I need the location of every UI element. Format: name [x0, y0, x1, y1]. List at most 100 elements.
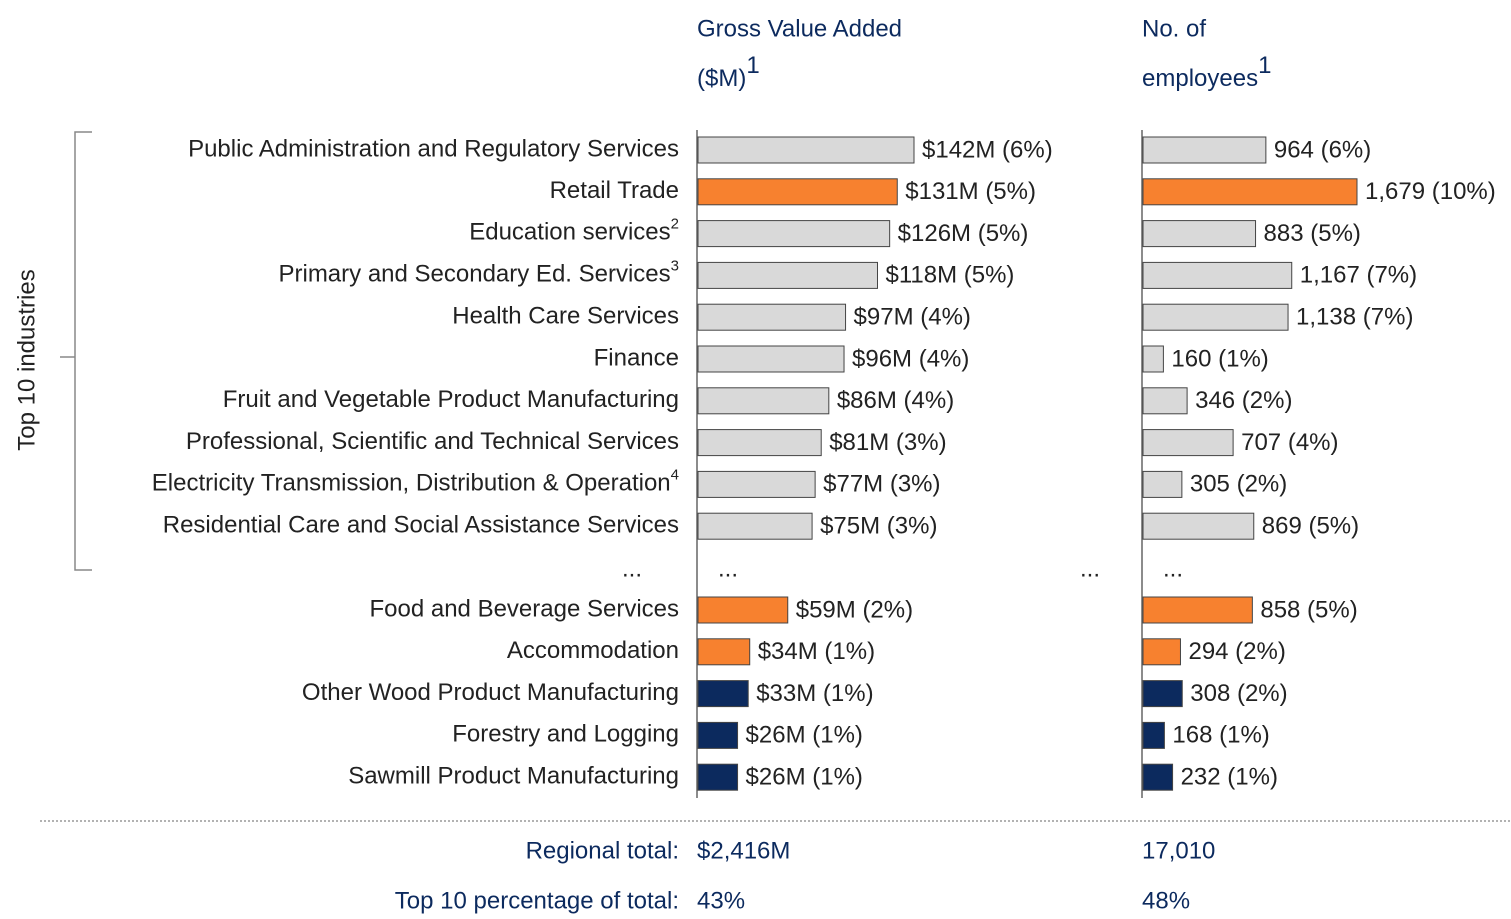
bar: [1142, 261, 1293, 289]
superscript: 1: [746, 52, 759, 79]
bar: [1142, 429, 1234, 457]
panel-title: employees1: [1142, 52, 1271, 93]
superscript: 3: [671, 258, 679, 275]
bar: [697, 512, 813, 540]
bar: [697, 721, 739, 749]
value-label: 883 (5%): [1264, 220, 1361, 247]
category-label: Other Wood Product Manufacturing: [302, 679, 679, 706]
bar: [697, 763, 739, 791]
bar: [697, 345, 845, 373]
value-label: $97M (4%): [854, 304, 971, 331]
value-label: $86M (4%): [837, 387, 954, 414]
summary-value: 17,010: [1142, 837, 1215, 864]
bar: [697, 596, 789, 624]
value-label: $142M (6%): [922, 136, 1053, 163]
value-label: 964 (6%): [1274, 136, 1371, 163]
bar: [697, 303, 847, 331]
category-text: Primary and Secondary Ed. Services: [278, 261, 670, 288]
category-label: Food and Beverage Services: [369, 595, 679, 622]
bar: [697, 136, 915, 164]
value-label: 869 (5%): [1262, 513, 1359, 540]
value-label: 858 (5%): [1260, 596, 1357, 623]
bar: [697, 261, 878, 289]
value-label: $96M (4%): [852, 345, 969, 372]
value-label: $33M (1%): [756, 680, 873, 707]
bar: [1142, 512, 1255, 540]
bar: [697, 429, 822, 457]
summary-value: $2,416M: [697, 837, 790, 864]
summary-value: 43%: [697, 887, 745, 914]
value-label: 305 (2%): [1190, 471, 1287, 498]
ellipsis: ...: [1163, 555, 1183, 582]
panel-title: Gross Value Added: [697, 15, 902, 42]
value-label: 1,138 (7%): [1296, 304, 1413, 331]
category-label: Forestry and Logging: [452, 721, 679, 748]
bracket: [60, 131, 92, 571]
bar: [1142, 596, 1253, 624]
category-label: Retail Trade: [550, 177, 679, 204]
bar: [1142, 178, 1358, 206]
value-label: $34M (1%): [758, 638, 875, 665]
bar: [1142, 303, 1289, 331]
value-label: $26M (1%): [746, 722, 863, 749]
summary-value: 48%: [1142, 887, 1190, 914]
value-label: $26M (1%): [746, 764, 863, 791]
ellipsis: ...: [622, 555, 642, 582]
value-label: $77M (3%): [823, 471, 940, 498]
bar: [697, 680, 749, 708]
panel-title: No. of: [1142, 15, 1206, 42]
value-label: 1,679 (10%): [1365, 178, 1496, 205]
category-label: Professional, Scientific and Technical S…: [186, 428, 679, 455]
category-label: Fruit and Vegetable Product Manufacturin…: [223, 386, 679, 413]
value-label: 232 (1%): [1181, 764, 1278, 791]
value-label: 168 (1%): [1172, 722, 1269, 749]
bar: [1142, 470, 1183, 498]
panel-title: ($M)1: [697, 52, 760, 93]
bar: [1142, 763, 1174, 791]
category-label: Education services2: [469, 216, 679, 246]
bar: [1142, 220, 1257, 248]
bar: [697, 178, 898, 206]
superscript: 1: [1258, 52, 1271, 79]
bar: [1142, 721, 1165, 749]
bar: [697, 638, 751, 666]
category-text: Electricity Transmission, Distribution &…: [152, 470, 671, 497]
category-label: Sawmill Product Manufacturing: [348, 763, 679, 790]
ellipsis: ...: [718, 555, 738, 582]
category-label: Primary and Secondary Ed. Services3: [278, 258, 679, 288]
bar: [697, 220, 891, 248]
bar: [697, 387, 830, 415]
panel-title-text: ($M): [697, 65, 746, 92]
value-label: $59M (2%): [796, 596, 913, 623]
panel-title-text: employees: [1142, 65, 1258, 92]
category-label: Residential Care and Social Assistance S…: [163, 512, 679, 539]
value-label: $118M (5%): [885, 262, 1014, 289]
bar: [1142, 680, 1183, 708]
value-label: 160 (1%): [1171, 345, 1268, 372]
ellipsis: ...: [1080, 555, 1100, 582]
category-label: Health Care Services: [452, 303, 679, 330]
category-label: Accommodation: [507, 637, 679, 664]
value-label: $131M (5%): [905, 178, 1036, 205]
category-label: Electricity Transmission, Distribution &…: [152, 467, 679, 497]
value-label: 1,167 (7%): [1300, 262, 1417, 289]
value-label: 294 (2%): [1188, 638, 1285, 665]
category-label: Public Administration and Regulatory Ser…: [188, 135, 679, 162]
value-label: 346 (2%): [1195, 387, 1292, 414]
group-label: Top 10 industries: [13, 269, 40, 450]
value-label: 308 (2%): [1190, 680, 1287, 707]
bar: [1142, 345, 1164, 373]
value-label: $126M (5%): [898, 220, 1029, 247]
summary-label: Top 10 percentage of total:: [395, 887, 679, 914]
value-label: $75M (3%): [820, 513, 937, 540]
bar: [697, 470, 816, 498]
category-label: Finance: [594, 344, 679, 371]
superscript: 2: [671, 216, 679, 233]
summary-label: Regional total:: [526, 837, 679, 864]
bar: [1142, 136, 1267, 164]
bar: [1142, 638, 1181, 666]
value-label: 707 (4%): [1241, 429, 1338, 456]
value-label: $81M (3%): [829, 429, 946, 456]
superscript: 4: [671, 467, 679, 484]
